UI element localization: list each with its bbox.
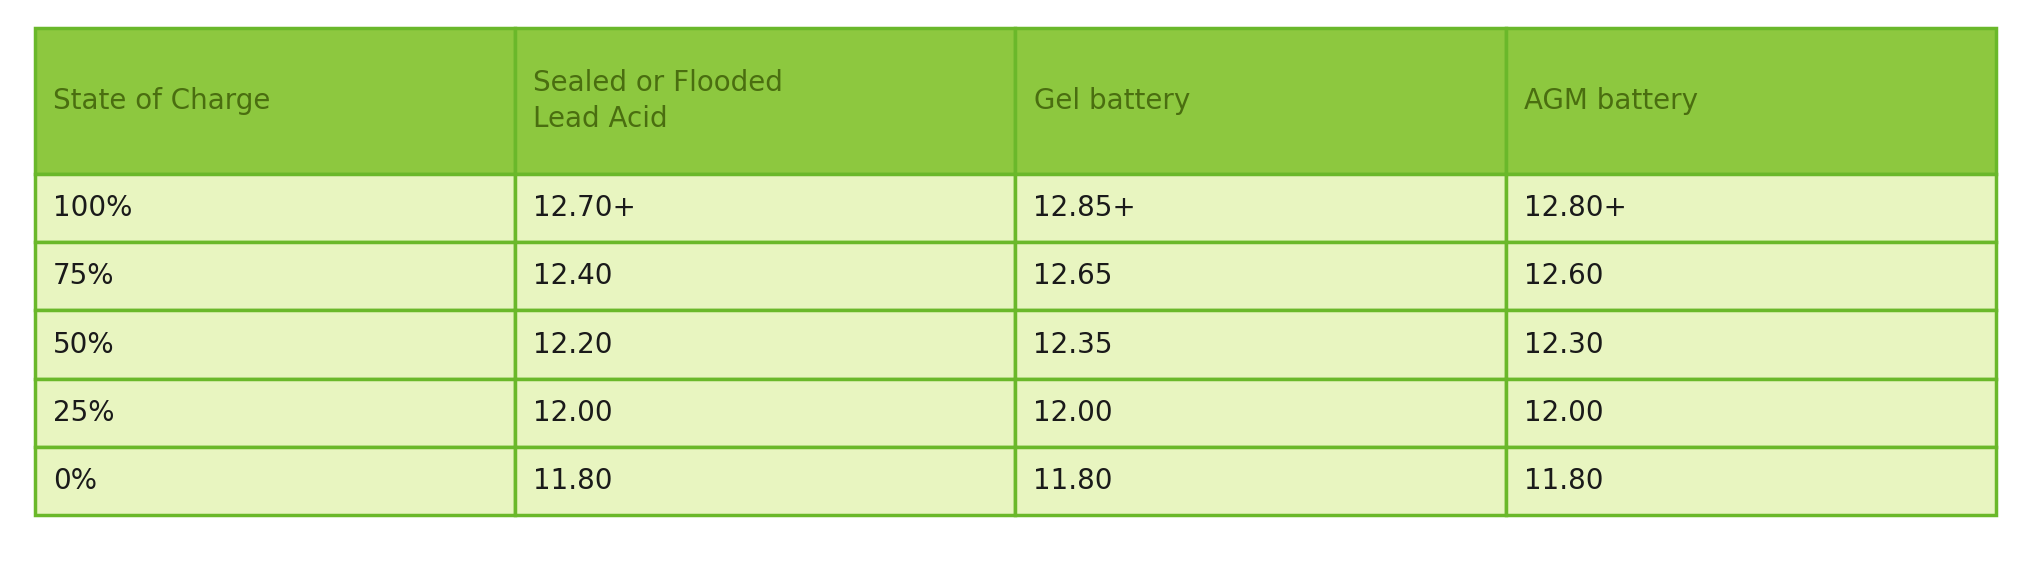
- Bar: [516, 242, 1015, 311]
- Bar: [516, 378, 1015, 447]
- Text: 12.30: 12.30: [1522, 331, 1602, 359]
- Text: 75%: 75%: [53, 262, 114, 290]
- Bar: [1504, 378, 1995, 447]
- Bar: [1015, 174, 1504, 242]
- Text: 50%: 50%: [53, 331, 114, 359]
- Text: State of Charge: State of Charge: [53, 87, 270, 115]
- Text: 0%: 0%: [53, 467, 97, 495]
- Bar: [1015, 242, 1504, 311]
- Bar: [35, 174, 516, 242]
- Bar: [35, 378, 516, 447]
- Bar: [1015, 378, 1504, 447]
- Text: 12.70+: 12.70+: [534, 194, 635, 222]
- Bar: [516, 311, 1015, 378]
- Text: 12.00: 12.00: [1033, 399, 1112, 427]
- Bar: [1504, 174, 1995, 242]
- Text: Sealed or Flooded
Lead Acid: Sealed or Flooded Lead Acid: [534, 68, 784, 133]
- Bar: [35, 447, 516, 515]
- Bar: [516, 174, 1015, 242]
- Text: 12.00: 12.00: [534, 399, 613, 427]
- Text: Gel battery: Gel battery: [1033, 87, 1190, 115]
- Bar: [1504, 242, 1995, 311]
- Text: 25%: 25%: [53, 399, 114, 427]
- Bar: [1015, 28, 1504, 174]
- Text: 12.80+: 12.80+: [1522, 194, 1626, 222]
- Text: AGM battery: AGM battery: [1522, 87, 1697, 115]
- Bar: [1504, 28, 1995, 174]
- Text: 12.20: 12.20: [534, 331, 613, 359]
- Bar: [35, 311, 516, 378]
- Text: 100%: 100%: [53, 194, 132, 222]
- Bar: [1504, 447, 1995, 515]
- Bar: [35, 28, 516, 174]
- Text: 12.85+: 12.85+: [1033, 194, 1135, 222]
- Text: 12.65: 12.65: [1033, 262, 1112, 290]
- Bar: [1504, 311, 1995, 378]
- Text: 12.40: 12.40: [534, 262, 613, 290]
- Text: 11.80: 11.80: [1522, 467, 1602, 495]
- Bar: [516, 447, 1015, 515]
- Bar: [1015, 447, 1504, 515]
- Text: 12.60: 12.60: [1522, 262, 1602, 290]
- Bar: [516, 28, 1015, 174]
- Bar: [1015, 311, 1504, 378]
- Text: 11.80: 11.80: [534, 467, 613, 495]
- Bar: [35, 242, 516, 311]
- Text: 12.00: 12.00: [1522, 399, 1602, 427]
- Text: 11.80: 11.80: [1033, 467, 1112, 495]
- Text: 12.35: 12.35: [1033, 331, 1112, 359]
